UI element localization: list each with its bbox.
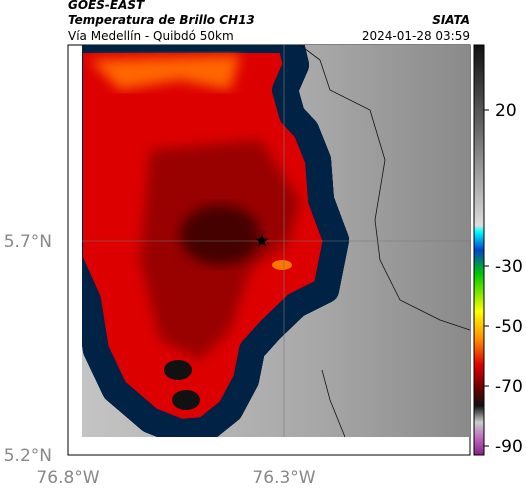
colorbar-tick-label: 20 bbox=[495, 101, 517, 121]
route: Vía Medellín - Quibdó 50km bbox=[68, 29, 234, 43]
agency: SIATA bbox=[432, 13, 470, 27]
lat-label: 5.7°N bbox=[4, 232, 52, 252]
location-marker bbox=[255, 234, 269, 247]
colorbar-tick-label: -90 bbox=[495, 437, 523, 457]
source: GOES-EAST bbox=[68, 0, 145, 12]
colorbar-tick-label: -50 bbox=[495, 317, 523, 337]
colorbar bbox=[473, 44, 485, 456]
colorbar-tick-label: -30 bbox=[495, 257, 523, 277]
lat-label: 5.2°N bbox=[4, 446, 52, 466]
lon-label: 76.8°W bbox=[36, 468, 99, 488]
timestamp: 2024-01-28 03:59 bbox=[362, 29, 470, 43]
lon-label: 76.3°W bbox=[252, 468, 315, 488]
title: Temperatura de Brillo CH13 bbox=[68, 13, 255, 27]
satellite-image bbox=[82, 45, 470, 437]
colorbar-tick-label: -70 bbox=[495, 377, 523, 397]
